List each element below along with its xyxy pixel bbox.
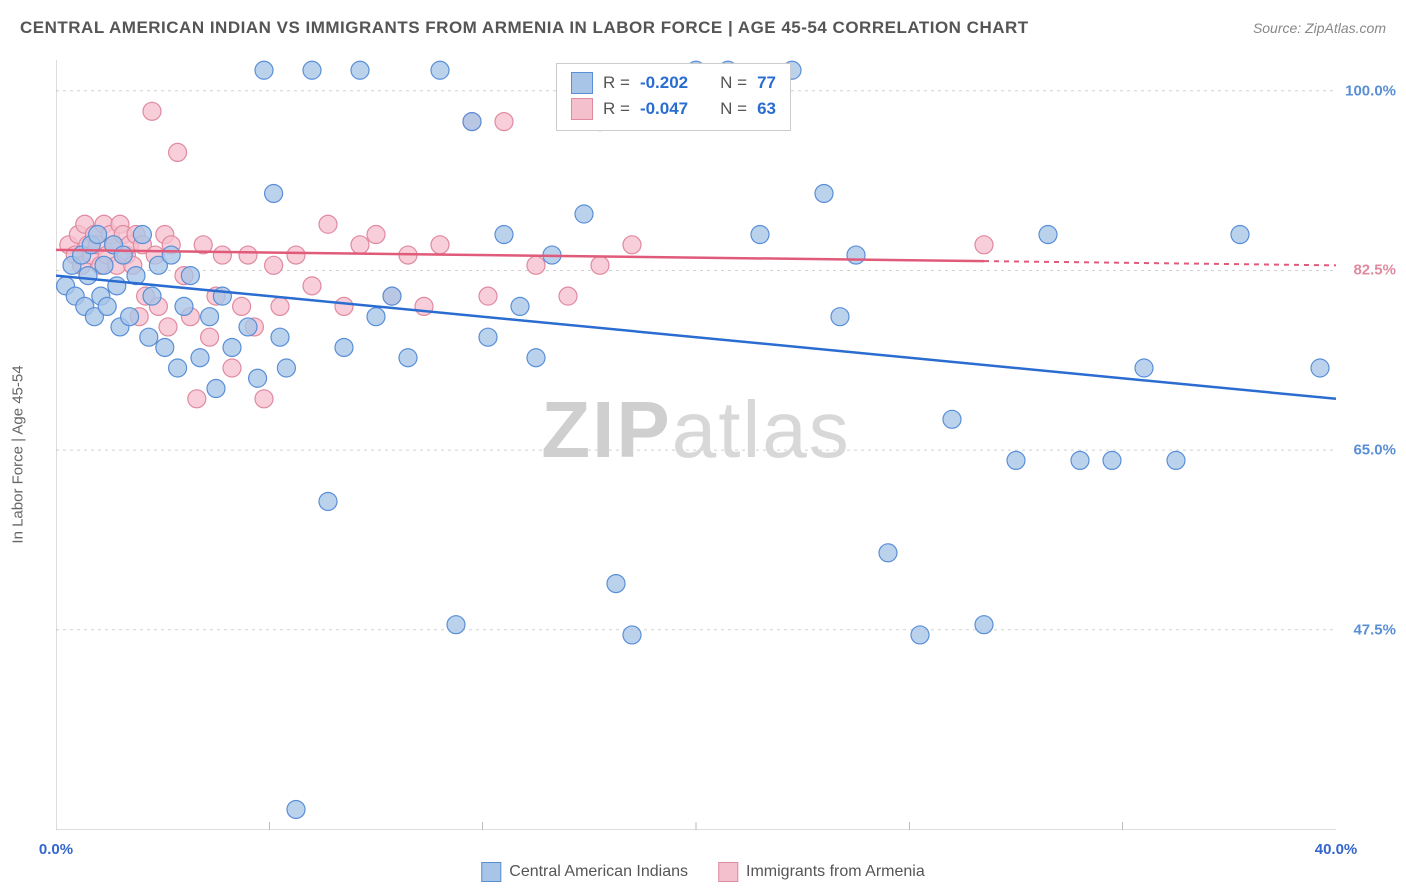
r-label-0: R =	[603, 73, 630, 93]
legend: Central American Indians Immigrants from…	[481, 862, 924, 882]
chart-area: ZIPatlas R = -0.202 N = 77 R = -0.047 N …	[56, 60, 1336, 830]
y-tick-label: 47.5%	[1353, 621, 1396, 638]
n-value-0: 77	[757, 73, 776, 93]
y-axis-label: In Labor Force | Age 45-54	[10, 365, 27, 543]
stats-row-series-1: R = -0.047 N = 63	[571, 96, 776, 122]
r-label-1: R =	[603, 99, 630, 119]
correlation-stats-box: R = -0.202 N = 77 R = -0.047 N = 63	[556, 63, 791, 131]
legend-item-0: Central American Indians	[481, 862, 688, 882]
legend-item-1: Immigrants from Armenia	[718, 862, 925, 882]
source-attribution: Source: ZipAtlas.com	[1253, 20, 1386, 36]
legend-swatch-0	[481, 862, 501, 882]
legend-label-0: Central American Indians	[509, 863, 688, 881]
y-tick-label: 82.5%	[1353, 262, 1396, 279]
n-label-1: N =	[720, 99, 747, 119]
chart-header: CENTRAL AMERICAN INDIAN VS IMMIGRANTS FR…	[20, 18, 1386, 38]
n-label-0: N =	[720, 73, 747, 93]
chart-title: CENTRAL AMERICAN INDIAN VS IMMIGRANTS FR…	[20, 18, 1029, 38]
y-tick-label: 100.0%	[1345, 82, 1396, 99]
x-tick-label: 40.0%	[1315, 841, 1358, 858]
stats-swatch-1	[571, 98, 593, 120]
stats-row-series-0: R = -0.202 N = 77	[571, 70, 776, 96]
r-value-0: -0.202	[640, 73, 688, 93]
r-value-1: -0.047	[640, 99, 688, 119]
x-tick-label: 0.0%	[39, 841, 73, 858]
scatter-plot	[56, 60, 1336, 830]
legend-label-1: Immigrants from Armenia	[746, 863, 925, 881]
stats-swatch-0	[571, 72, 593, 94]
legend-swatch-1	[718, 862, 738, 882]
n-value-1: 63	[757, 99, 776, 119]
y-tick-label: 65.0%	[1353, 442, 1396, 459]
